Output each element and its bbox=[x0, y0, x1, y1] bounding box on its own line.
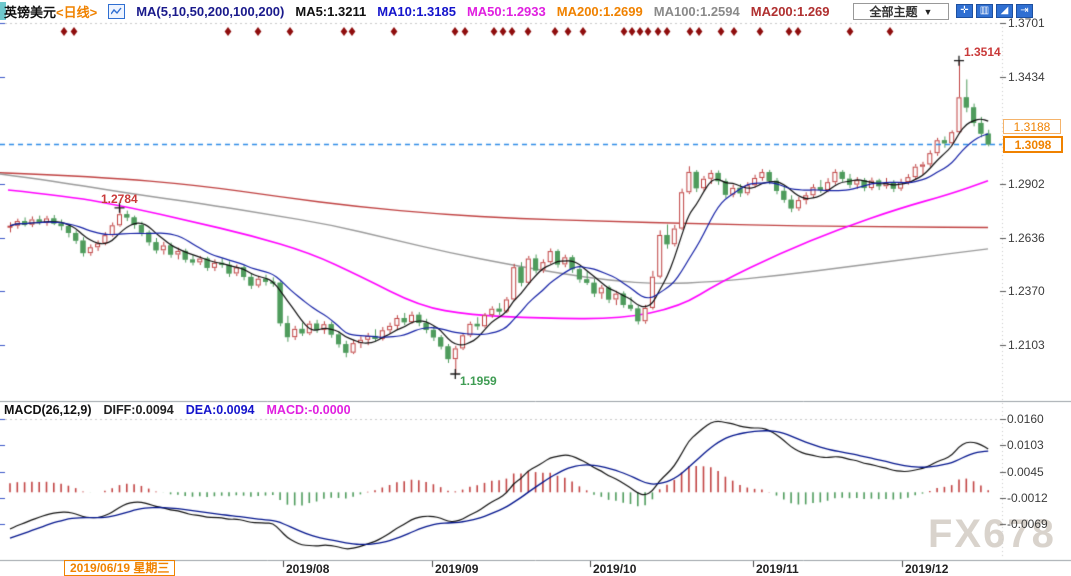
month-label-nov: 2019/11 bbox=[756, 562, 799, 576]
ma200-value-red: MA200:1.269 bbox=[750, 4, 830, 19]
zoom-area-icon: ▥ bbox=[979, 5, 990, 16]
ma5-value: MA5:1.3211 bbox=[295, 4, 367, 19]
indicator-icon: ◢ bbox=[1000, 5, 1009, 16]
theme-dropdown-label: 全部主题 bbox=[869, 5, 918, 19]
macd-tick-0.0103: 0.0103 bbox=[1007, 438, 1044, 452]
month-label-sep: 2019/09 bbox=[435, 562, 479, 576]
macd-diff-value: DIFF:0.0094 bbox=[103, 403, 174, 417]
high-price-annotation: 1.3514 bbox=[964, 45, 1001, 59]
line-chart-icon bbox=[108, 4, 126, 19]
ma10-value: MA10:1.3185 bbox=[377, 4, 456, 19]
macd-macd-value: MACD:-0.0000 bbox=[266, 403, 351, 417]
crosshair-tool-button[interactable]: ✛ bbox=[956, 4, 973, 18]
first-date-label: 2019/06/19 星期三 bbox=[64, 560, 176, 576]
price-tick-1.3701: 1.3701 bbox=[1008, 16, 1045, 30]
zoom-area-tool-button[interactable]: ▥ bbox=[976, 4, 993, 18]
symbol-label: 英镑美元 bbox=[4, 5, 57, 20]
left-edge-accent bbox=[0, 2, 6, 20]
macd-tick--0.0069: -0.0069 bbox=[1007, 517, 1048, 531]
month-label-oct: 2019/10 bbox=[593, 562, 637, 576]
period-label: <日线> bbox=[56, 5, 98, 20]
price-tick-1.3434: 1.3434 bbox=[1008, 70, 1045, 84]
chevron-down-icon: ▼ bbox=[923, 6, 933, 17]
theme-dropdown[interactable]: 全部主题 ▼ bbox=[853, 3, 949, 20]
crosshair-icon: ✛ bbox=[960, 5, 969, 16]
last-price-badge: 1.3098 bbox=[1003, 136, 1063, 153]
price-tick-1.2103: 1.2103 bbox=[1008, 338, 1045, 352]
indicator-tool-button[interactable]: ◢ bbox=[996, 4, 1013, 18]
macd-dea-value: DEA:0.0094 bbox=[185, 403, 255, 417]
macd-tick--0.0012: -0.0012 bbox=[1007, 491, 1048, 505]
macd-title: MACD(26,12,9) bbox=[4, 403, 92, 417]
ma100-value: MA100:1.2594 bbox=[653, 4, 740, 19]
macd-tick-0.0045: 0.0045 bbox=[1007, 465, 1044, 479]
pan-right-icon: ⇥ bbox=[1020, 5, 1029, 16]
prev-close-price-badge: 1.3188 bbox=[1003, 119, 1061, 134]
low-price-annotation: 1.1959 bbox=[460, 374, 497, 388]
month-label-dec: 2019/12 bbox=[905, 562, 949, 576]
ma50-value: MA50:1.2933 bbox=[466, 4, 546, 19]
price-tick-1.2902: 1.2902 bbox=[1008, 177, 1045, 191]
price-tick-1.2370: 1.2370 bbox=[1008, 284, 1045, 298]
month-label-aug: 2019/08 bbox=[286, 562, 330, 576]
macd-header: MACD(26,12,9) DIFF:0.0094 DEA:0.0094 MAC… bbox=[4, 403, 351, 417]
swing-high-annotation: 1.2784 bbox=[101, 192, 138, 206]
pan-right-tool-button[interactable]: ⇥ bbox=[1016, 4, 1033, 18]
chart-header: 英镑美元 <日线> MA(5,10,50,200,100,200) MA5:1.… bbox=[4, 3, 830, 20]
price-tick-1.2636: 1.2636 bbox=[1008, 231, 1045, 245]
macd-tick-0.0160: 0.0160 bbox=[1007, 412, 1044, 426]
ma-params-label: MA(5,10,50,200,100,200) bbox=[136, 4, 285, 19]
ma200-value-orange: MA200:1.2699 bbox=[556, 4, 643, 19]
